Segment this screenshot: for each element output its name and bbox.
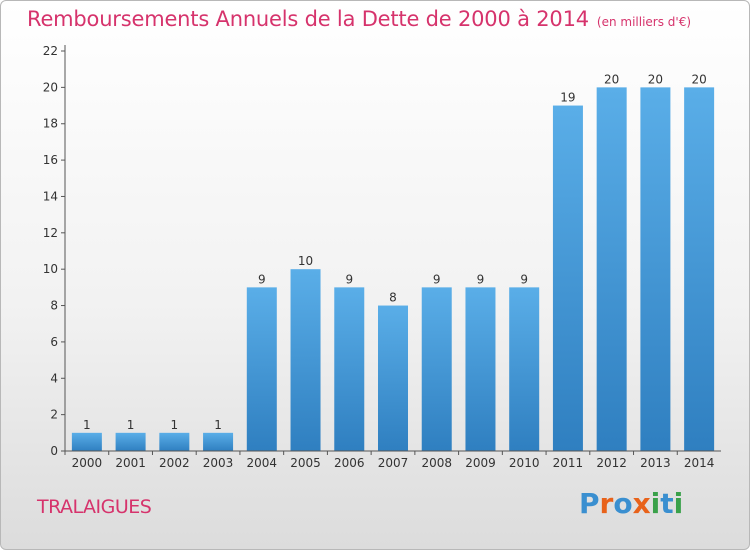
bar-value-label: 1 — [127, 418, 135, 432]
y-tick-label: 4 — [50, 371, 58, 385]
bar — [378, 305, 408, 451]
bar-value-label: 1 — [214, 418, 222, 432]
bar-value-label: 9 — [258, 272, 266, 286]
y-tick-label: 2 — [50, 408, 58, 422]
x-tick-label: 2008 — [421, 456, 452, 470]
bar-value-label: 10 — [298, 254, 313, 268]
x-tick-label: 2014 — [684, 456, 715, 470]
x-tick-label: 2000 — [72, 456, 103, 470]
bar — [290, 269, 321, 451]
x-tick-label: 2013 — [640, 456, 671, 470]
bar — [203, 432, 234, 451]
bar — [246, 287, 277, 451]
bar — [115, 432, 146, 451]
commune-name: TRALAIGUES — [37, 496, 152, 518]
x-tick-label: 2007 — [378, 456, 409, 470]
y-tick-label: 6 — [50, 335, 58, 349]
y-tick-label: 20 — [43, 80, 58, 94]
bar — [465, 287, 496, 451]
x-tick-label: 2001 — [115, 456, 146, 470]
y-tick-label: 8 — [50, 299, 58, 313]
bar — [159, 432, 190, 451]
logo-letter: o — [613, 487, 633, 520]
bar — [509, 287, 540, 451]
bar — [71, 432, 102, 451]
bar-value-label: 8 — [389, 291, 397, 305]
y-tick-label: 0 — [50, 444, 58, 458]
x-tick-label: 2011 — [553, 456, 584, 470]
bar-value-label: 20 — [604, 72, 619, 86]
bar — [552, 105, 583, 451]
bar-value-label: 9 — [433, 272, 441, 286]
chart-title-text: Remboursements Annuels de la Dette de 20… — [27, 7, 589, 31]
x-tick-label: 2009 — [465, 456, 496, 470]
logo-letter: r — [599, 487, 614, 520]
y-tick-label: 14 — [43, 189, 58, 203]
bar-value-label: 1 — [171, 418, 179, 432]
x-tick-label: 2006 — [334, 456, 365, 470]
y-tick-label: 10 — [43, 262, 58, 276]
y-tick-label: 22 — [43, 44, 58, 58]
logo-letter: i — [650, 487, 661, 520]
bar-value-label: 1 — [83, 418, 91, 432]
bar — [596, 87, 627, 451]
y-tick-label: 12 — [43, 226, 58, 240]
bar — [640, 87, 671, 451]
chart-title: Remboursements Annuels de la Dette de 20… — [27, 7, 691, 31]
logo-letter: i — [673, 487, 684, 520]
x-tick-label: 2002 — [159, 456, 190, 470]
bar-value-label: 9 — [345, 272, 353, 286]
x-tick-label: 2004 — [247, 456, 278, 470]
y-tick-label: 16 — [43, 153, 58, 167]
logo-letter: t — [660, 487, 674, 520]
x-tick-label: 2005 — [290, 456, 321, 470]
chart-unit-label: (en milliers d'€) — [596, 15, 692, 29]
proxiti-logo: Proxiti — [579, 487, 683, 520]
x-tick-label: 2010 — [509, 456, 540, 470]
bar-value-label: 9 — [520, 272, 528, 286]
x-tick-label: 2012 — [596, 456, 627, 470]
y-axis: 0 2 4 6 8 10 12 14 16 18 20 22 — [43, 44, 66, 458]
bar-value-label: 20 — [648, 72, 663, 86]
logo-letter: x — [632, 487, 651, 520]
x-axis: 2000 2001 2002 2003 2004 2005 2006 2007 2008 2009… — [64, 450, 721, 470]
bar-value-label: 9 — [477, 272, 485, 286]
logo-letter: P — [579, 487, 600, 520]
bar-value-label: 19 — [560, 91, 575, 105]
bar — [421, 287, 452, 451]
x-tick-label: 2003 — [203, 456, 234, 470]
y-tick-label: 18 — [43, 117, 58, 131]
bar — [334, 287, 365, 451]
bar-value-label: 20 — [691, 72, 706, 86]
bar — [684, 87, 715, 451]
